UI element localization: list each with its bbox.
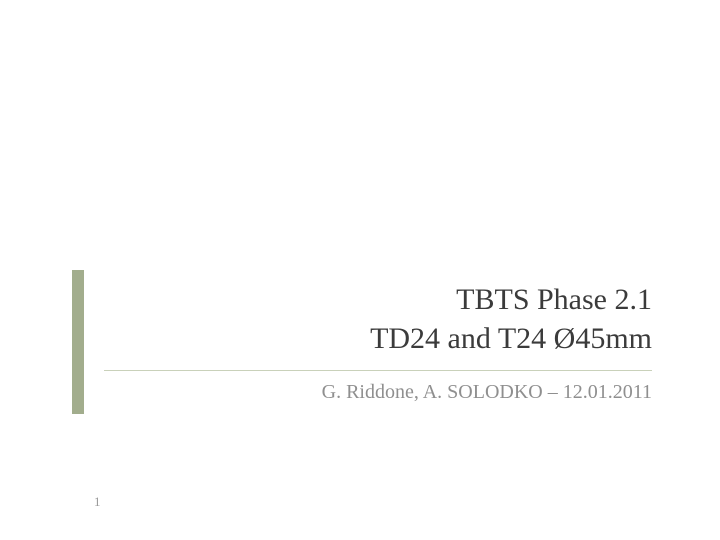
title-line-2: TD24 and T24 Ø45mm <box>104 319 652 358</box>
title-block: TBTS Phase 2.1 TD24 and T24 Ø45mm G. Rid… <box>72 270 652 414</box>
page-number: 1 <box>94 494 101 510</box>
subtitle: G. Riddone, A. SOLODKO – 12.01.2011 <box>104 381 652 404</box>
title-container: TBTS Phase 2.1 TD24 and T24 Ø45mm G. Rid… <box>72 270 652 414</box>
title-line-1: TBTS Phase 2.1 <box>104 280 652 319</box>
title-divider <box>104 370 652 371</box>
